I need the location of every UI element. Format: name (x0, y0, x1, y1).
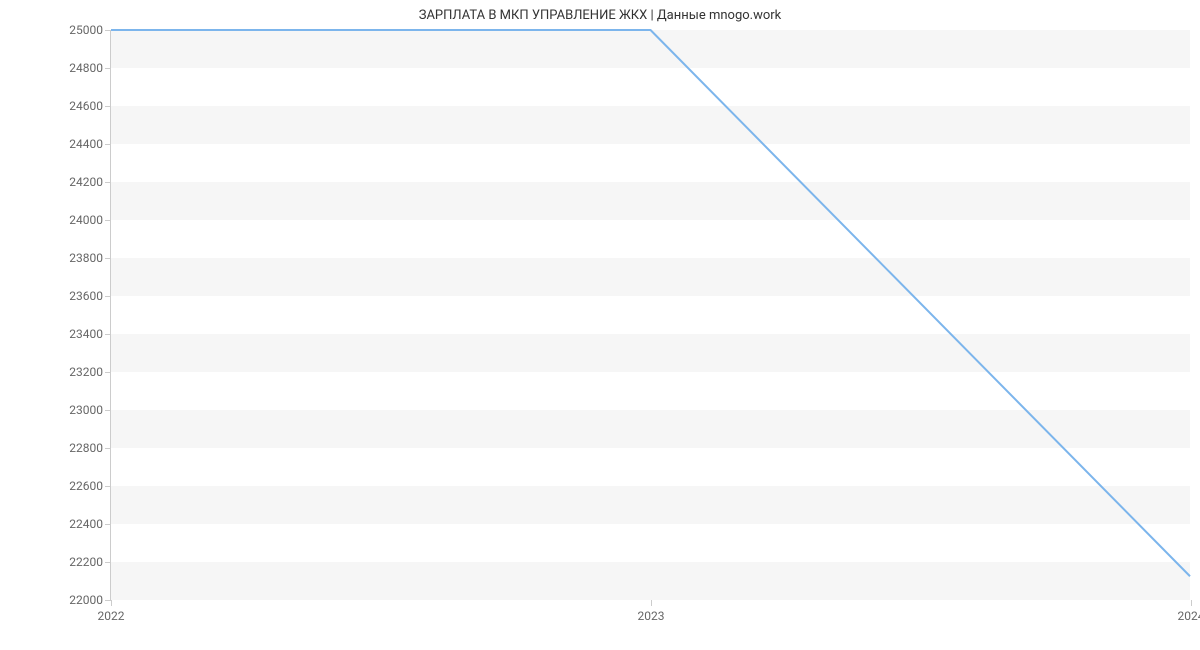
y-tick-label: 23200 (69, 365, 103, 379)
y-tick-label: 22200 (69, 555, 103, 569)
y-tick-label: 23000 (69, 403, 103, 417)
y-tick-label: 24400 (69, 137, 103, 151)
y-tick-label: 23800 (69, 251, 103, 265)
x-tick-label: 2022 (98, 609, 125, 623)
y-tick-label: 22400 (69, 517, 103, 531)
chart-title: ЗАРПЛАТА В МКП УПРАВЛЕНИЕ ЖКХ | Данные m… (0, 8, 1200, 23)
y-tick-label: 22800 (69, 441, 103, 455)
series-line (111, 30, 1190, 599)
x-tick (111, 600, 112, 606)
y-tick-label: 22600 (69, 479, 103, 493)
y-tick-label: 23600 (69, 289, 103, 303)
y-tick-label: 24600 (69, 99, 103, 113)
y-tick-label: 23400 (69, 327, 103, 341)
y-tick-label: 25000 (69, 23, 103, 37)
salary-chart: ЗАРПЛАТА В МКП УПРАВЛЕНИЕ ЖКХ | Данные m… (0, 0, 1200, 650)
plot-area: 2200022200224002260022800230002320023400… (110, 30, 1190, 600)
y-tick-label: 22000 (69, 593, 103, 607)
y-tick-label: 24000 (69, 213, 103, 227)
y-tick-label: 24800 (69, 61, 103, 75)
y-tick-label: 24200 (69, 175, 103, 189)
x-tick-label: 2023 (638, 609, 665, 623)
x-tick-label: 2024 (1178, 609, 1200, 623)
x-tick (651, 600, 652, 606)
x-tick (1191, 600, 1192, 606)
